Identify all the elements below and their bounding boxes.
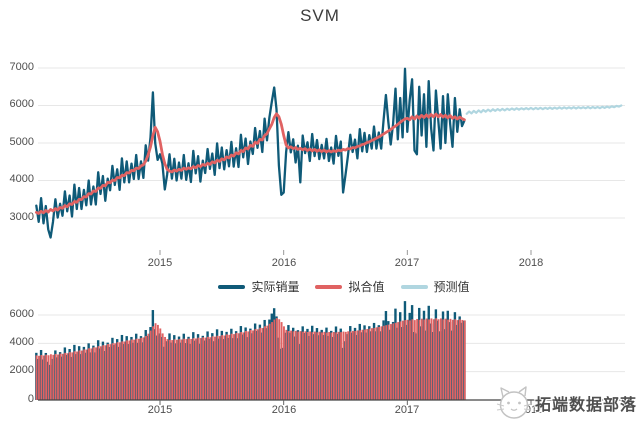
legend-item-actual: 实际销量 [218,278,299,295]
top-x-tick: 2016 [271,257,297,269]
bottom-x-tick: 2017 [394,404,420,416]
predicted-line-swatch [400,284,428,289]
top-y-tick: 7000 [9,61,34,73]
top-line-chart [34,67,625,255]
legend-item-fitted: 拟合值 [315,278,385,295]
top-x-tick: 2017 [394,257,420,269]
legend-label: 实际销量 [251,280,300,294]
chart-title: SVM [300,6,340,25]
legend-label: 拟合值 [348,280,385,294]
bottom-x-tick: 2016 [271,404,297,416]
bottom-bar-chart [35,301,625,405]
top-y-tick: 4000 [9,173,34,185]
top-x-tick: 2015 [147,257,173,269]
actual-line-swatch [218,284,246,289]
top-y-tick: 6000 [9,98,34,110]
top-x-tick: 2018 [518,257,544,269]
bottom-x-tick: 2015 [147,404,173,416]
bottom-y-tick: 2000 [9,364,34,376]
legend: 实际销量 拟合值 预测值 [0,278,640,295]
bottom-y-tick: 0 [27,393,34,405]
watermark: 拓端数据部落 [495,383,640,423]
fitted-line-swatch [315,284,343,289]
cat-face-logo-icon [496,386,532,419]
legend-label: 预测值 [433,280,470,294]
watermark-text: 拓端数据部落 [534,397,637,414]
legend-item-predicted: 预测值 [400,278,470,295]
bottom-y-tick: 4000 [9,336,34,348]
top-y-tick: 5000 [9,136,34,148]
bottom-y-tick: 6000 [9,308,34,320]
top-y-tick: 3000 [9,211,34,223]
